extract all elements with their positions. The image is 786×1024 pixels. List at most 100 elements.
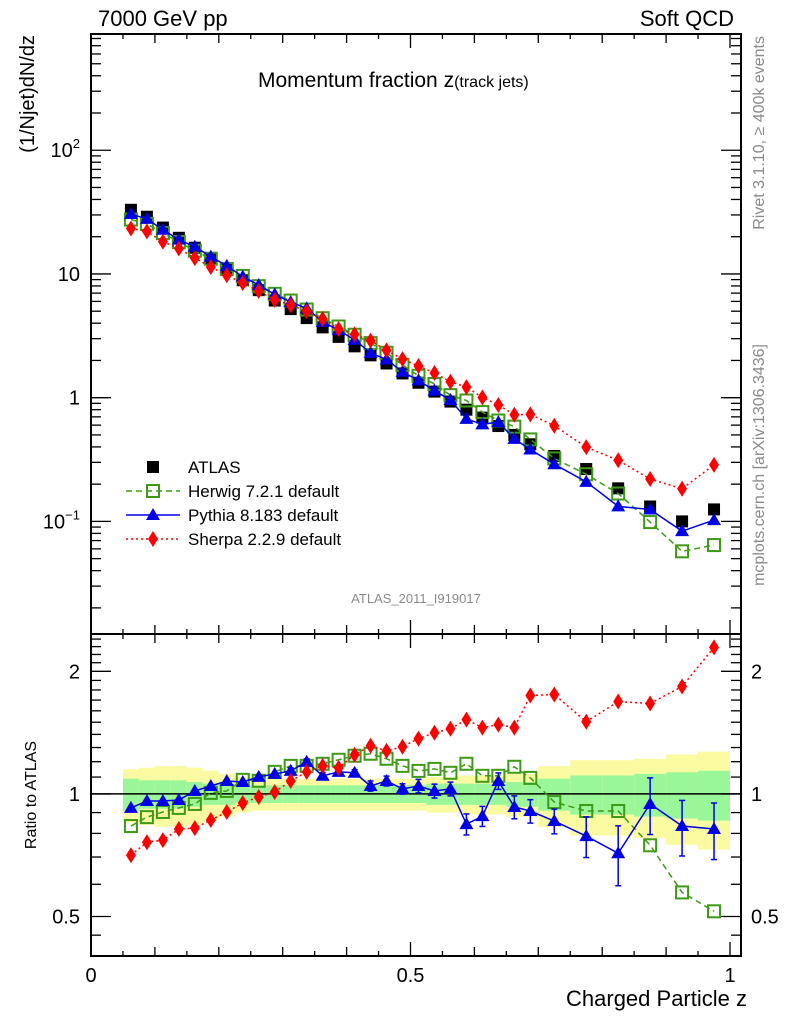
ratio-point-sherpa <box>413 730 424 747</box>
main-point-sherpa <box>709 456 720 473</box>
ratio-point-sherpa <box>429 724 440 741</box>
ratio-point-sherpa <box>613 693 624 710</box>
legend-item: Sherpa 2.2.9 default <box>126 530 341 549</box>
ratio-point-pythia <box>251 769 266 782</box>
main-point-sherpa <box>549 417 560 434</box>
ratio-point-pythia <box>171 793 186 806</box>
main-point-pythia <box>187 239 202 252</box>
main-point-pythia <box>547 457 562 470</box>
main-point-sherpa <box>301 303 312 320</box>
main-point-sherpa <box>365 332 376 349</box>
main-point-pythia <box>203 249 218 262</box>
main-point-pythia <box>363 345 378 358</box>
main-point-sherpa <box>645 471 656 488</box>
ratio-point-pythia <box>347 765 362 778</box>
main-y-tick-label: 1 <box>69 388 80 410</box>
band-inner-bin <box>570 775 603 815</box>
legend-item: ATLAS <box>147 458 241 477</box>
ratio-point-pythia <box>283 763 298 776</box>
ratio-point-sherpa <box>205 811 216 828</box>
main-point-sherpa <box>269 291 280 308</box>
main-point-pythia <box>379 352 394 365</box>
ratio-point-herwig <box>707 904 722 919</box>
x-tick-label: 1 <box>724 965 735 987</box>
main-point-pythia <box>443 393 458 406</box>
ratio-point-sherpa <box>493 716 504 733</box>
main-y-axis-label: (1/Njet)dN/dz <box>17 35 39 153</box>
main-point-pythia <box>475 417 490 430</box>
main-point-pythia <box>507 431 522 444</box>
main-point-sherpa <box>461 379 472 396</box>
main-point-sherpa <box>317 310 328 327</box>
ratio-point-sherpa <box>253 788 264 805</box>
main-point-sherpa <box>173 240 184 257</box>
main-point-pythia <box>155 222 170 235</box>
legend-item: Pythia 8.183 default <box>126 506 339 525</box>
main-point-sherpa <box>613 452 624 469</box>
ratio-point-sherpa <box>173 821 184 838</box>
main-point-pythia <box>523 442 538 455</box>
ratio-point-herwig <box>123 819 138 834</box>
ratio-point-sherpa <box>397 738 408 755</box>
main-point-sherpa <box>125 220 136 237</box>
ratio-point-sherpa <box>221 803 232 820</box>
ratio-y-tick-label-left: 0.5 <box>52 907 80 929</box>
ratio-point-pythia <box>523 804 538 817</box>
ratio-point-pythia <box>155 793 170 806</box>
ratio-point-sherpa <box>549 686 560 703</box>
ratio-point-sherpa <box>317 757 328 774</box>
main-point-pythia <box>643 502 658 515</box>
ratio-point-herwig <box>459 756 474 771</box>
main-point-sherpa <box>349 326 360 343</box>
main-point-sherpa <box>237 274 248 291</box>
ratio-point-sherpa <box>381 742 392 759</box>
main-line-3 <box>130 227 715 490</box>
ratio-point-herwig <box>155 804 170 819</box>
header-category-label: Soft QCD <box>640 6 734 31</box>
ratio-point-pythia <box>203 778 218 791</box>
ratio-line-1 <box>130 752 715 912</box>
ratio-point-pythia <box>267 766 282 779</box>
main-point-sherpa <box>221 267 232 284</box>
mcplots-label: mcplots.cern.ch [arXiv:1306.3436] <box>751 344 768 586</box>
legend-marker-icon <box>146 508 160 520</box>
ratio-point-pythia <box>411 778 426 791</box>
ratio-point-sherpa <box>445 720 456 737</box>
ratio-point-sherpa <box>189 820 200 837</box>
ratio-y-tick-label-left: 1 <box>69 784 80 806</box>
ratio-point-sherpa <box>709 639 720 656</box>
x-tick-label: 0.5 <box>397 965 425 987</box>
ratio-point-sherpa <box>269 783 280 800</box>
ratio-point-sherpa <box>157 832 168 849</box>
ratio-point-pythia <box>443 781 458 794</box>
atlas-data-point <box>676 515 689 528</box>
main-point-sherpa <box>477 389 488 406</box>
header-energy-label: 7000 GeV pp <box>98 6 228 31</box>
ratio-point-pythia <box>123 800 138 813</box>
ratio-point-pythia <box>611 846 626 859</box>
ratio-y-tick-label-right: 2 <box>751 661 762 683</box>
main-point-pythia <box>459 411 474 424</box>
legend-label: ATLAS <box>188 458 241 477</box>
plot-title: Momentum fraction z(track jets) <box>258 69 529 92</box>
main-point-herwig <box>643 515 658 530</box>
main-point-sherpa <box>141 223 152 240</box>
main-y-tick-label: 102 <box>51 136 80 162</box>
ratio-point-herwig <box>395 758 410 773</box>
ratio-point-sherpa <box>349 746 360 763</box>
ratio-point-pythia <box>139 793 154 806</box>
ratio-point-herwig <box>187 796 202 811</box>
main-point-sherpa <box>253 283 264 300</box>
legend: ATLAS Herwig 7.2.1 default Pythia 8.183 de… <box>126 458 341 549</box>
main-point-sherpa <box>397 351 408 368</box>
ratio-y-tick-label-right: 0.5 <box>751 907 779 929</box>
main-y-tick-label: 10−1 <box>43 507 80 533</box>
ratio-point-pythia <box>187 783 202 796</box>
ratio-point-sherpa <box>525 687 536 704</box>
legend-marker-icon <box>148 531 158 547</box>
main-point-sherpa <box>445 373 456 390</box>
band-inner-bin <box>602 775 635 815</box>
ratio-point-herwig <box>507 759 522 774</box>
plot-title-sub: (track jets) <box>454 74 529 91</box>
ratio-point-sherpa <box>461 711 472 728</box>
